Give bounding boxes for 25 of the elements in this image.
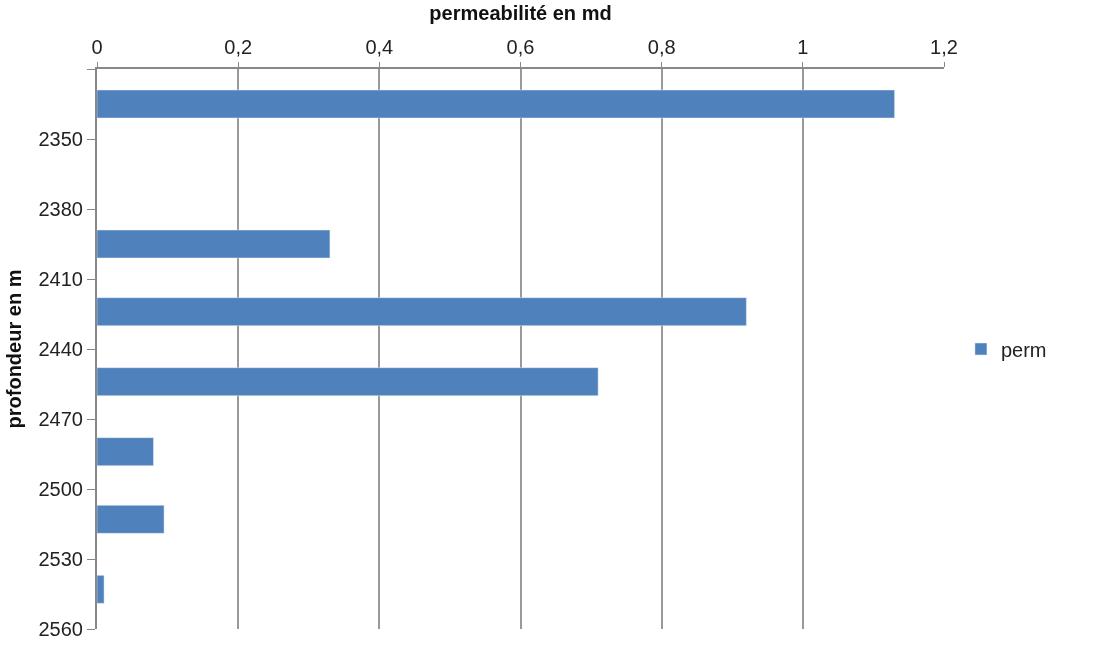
bar: [97, 505, 165, 534]
bar: [97, 575, 105, 604]
x-tick-label: 0,8: [647, 36, 676, 58]
y-axis-title: profondeur en m: [2, 269, 25, 429]
y-tick-label: 2410: [38, 268, 83, 290]
x-tick-label: 0,6: [506, 36, 535, 58]
x-tick-label: 0,4: [365, 36, 394, 58]
y-tick-label: 2500: [38, 478, 83, 500]
x-tick-label: 1: [797, 36, 809, 58]
bar: [97, 437, 154, 466]
y-tick-label: 2380: [38, 198, 83, 220]
x-tick-label: 0,2: [224, 36, 253, 58]
x-tick-label: 0: [91, 36, 103, 58]
x-tick-label: 1,2: [930, 36, 958, 58]
bar: [97, 89, 895, 119]
legend-label: perm: [1000, 338, 1047, 361]
y-tick-label: 2530: [38, 548, 83, 570]
y-tick-label: 2350: [38, 128, 83, 150]
y-tick-label: 2440: [38, 338, 83, 360]
bar: [97, 367, 599, 396]
bar: [97, 229, 331, 259]
bar: [97, 297, 747, 326]
y-tick-label: 2560: [38, 618, 83, 640]
x-axis-title: permeabilité en md: [429, 2, 612, 24]
y-tick-label: 2470: [38, 408, 83, 430]
